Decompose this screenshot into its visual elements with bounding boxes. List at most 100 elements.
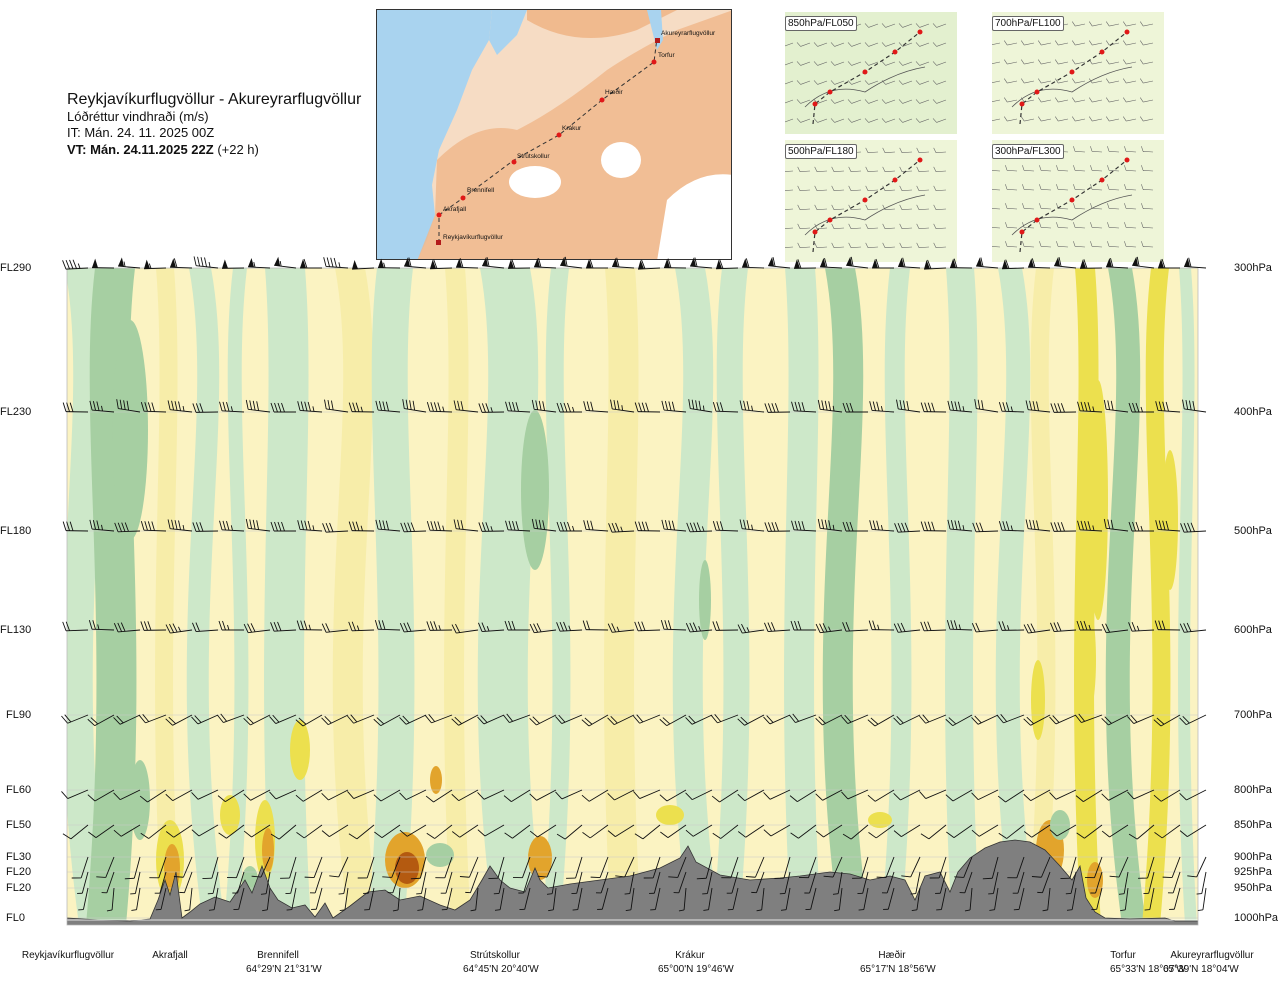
mini-barb	[933, 242, 947, 248]
wind-barb-8-23	[673, 871, 687, 894]
mini-barb	[797, 204, 811, 210]
mini-barb	[881, 61, 896, 66]
wind-cell-5	[1031, 660, 1045, 740]
mini-barb	[831, 223, 845, 229]
wind-barb-2-23	[661, 519, 687, 532]
wind-barb-5-41	[1127, 789, 1155, 800]
mini-barb	[1141, 165, 1154, 172]
mini-barb	[813, 42, 828, 47]
mini-barb	[882, 223, 896, 229]
mini-barb	[1124, 241, 1137, 248]
wind-barb-1-21	[610, 399, 635, 413]
wind-barb-2-17	[505, 520, 531, 532]
wind-barb-7-37	[1031, 856, 1051, 878]
wind-barb-3-26	[737, 623, 765, 634]
wind-barb-1-38	[1050, 403, 1077, 413]
mini-barb	[1107, 203, 1120, 210]
wind-barb-1-13	[402, 399, 427, 413]
mini-barb	[848, 166, 862, 172]
terrain-profile	[67, 839, 1198, 925]
wind-barb-7-13	[410, 856, 427, 880]
mini-route	[812, 31, 921, 125]
mini-barb	[865, 185, 879, 191]
wind-barb-7-28	[798, 856, 817, 879]
mini-barb	[848, 242, 862, 248]
mini-barb	[899, 242, 913, 248]
mini-barb	[830, 42, 845, 47]
wind-barb-1-8	[270, 402, 296, 413]
station-label-1: Akrafjall	[152, 950, 188, 961]
mini-barb	[785, 246, 794, 248]
wind-cell-15	[528, 836, 552, 880]
wind-barb-0-0	[62, 259, 89, 270]
mini-barb	[1124, 203, 1137, 210]
mini-barb	[882, 166, 896, 172]
mini-barb	[932, 23, 947, 28]
wind-barb-0-9	[300, 258, 322, 269]
wind-barb-7-7	[251, 856, 271, 878]
wind-barb-1-24	[688, 399, 713, 413]
wind-band-16	[881, 268, 912, 925]
route-title: Reykjavíkurflugvöllur - Akureyrarflugvöl…	[67, 91, 362, 108]
hpa-label-1: 400hPa	[1234, 406, 1272, 418]
mini-barb	[1090, 146, 1103, 153]
wind-barb-0-14	[429, 259, 453, 270]
wind-barb-7-42	[1162, 856, 1181, 878]
wind-barb-1-32	[896, 399, 921, 413]
title-block: Reykjavíkurflugvöllur - Akureyrarflugvöl…	[67, 90, 361, 158]
wind-barb-0-7	[248, 258, 271, 269]
wind-barb-2-27	[764, 522, 791, 532]
wind-band-17	[945, 268, 980, 925]
wind-barb-8-9	[309, 871, 323, 894]
mini-barb	[1088, 116, 1103, 122]
wind-barb-6-11	[348, 824, 375, 840]
wind-barb-4-35	[971, 714, 999, 725]
hpa-label-0: 300hPa	[1234, 262, 1272, 274]
wind-barb-1-40	[1103, 399, 1129, 413]
wind-barb-9-3	[155, 887, 167, 911]
wind-barb-4-2	[113, 714, 141, 725]
wind-barb-7-9	[304, 856, 323, 878]
mini-barb	[899, 147, 913, 153]
wind-barb-7-41	[1138, 856, 1155, 879]
mini-barb	[1054, 59, 1069, 65]
wind-barb-8-10	[338, 871, 349, 895]
wind-barb-1-4	[167, 400, 193, 413]
mini-barb	[797, 166, 811, 172]
wind-barb-4-29	[815, 714, 843, 726]
hpa-label-10: 1000hPa	[1234, 912, 1279, 924]
wind-barb-8-27	[779, 871, 791, 895]
mini-barb	[992, 118, 1001, 122]
wind-barb-5-40	[1101, 789, 1129, 801]
mini-barb	[814, 185, 828, 191]
wind-barb-9-36	[1013, 887, 1025, 911]
mini-coastline	[804, 194, 926, 236]
wind-barb-6-39	[1076, 824, 1103, 839]
wind-barb-5-35	[971, 789, 999, 801]
wind-band-3	[186, 268, 225, 925]
mini-barb	[1020, 40, 1035, 46]
hpa-label-7: 900hPa	[1234, 851, 1272, 863]
mini-coastline	[804, 66, 926, 108]
wind-barb-8-22	[649, 871, 661, 894]
wind-barb-1-28	[791, 401, 817, 413]
wind-barb-3-12	[374, 620, 401, 631]
mini-barb	[932, 42, 947, 47]
wind-barb-6-15	[451, 824, 479, 838]
mini-barb	[785, 170, 794, 172]
wind-band-10	[542, 268, 571, 925]
fl-label-9: FL20	[6, 882, 32, 894]
wind-barb-0-33	[924, 259, 947, 270]
mini-map-300: 300hPa/FL300	[992, 140, 1164, 262]
wind-barb-9-0	[78, 887, 89, 911]
wind-barb-0-1	[91, 258, 115, 269]
wind-barb-8-1	[101, 871, 115, 894]
wind-cell-19	[430, 766, 442, 794]
wind-barb-3-20	[582, 620, 609, 631]
wind-barb-0-29	[820, 257, 843, 269]
wind-barb-6-16	[477, 824, 505, 837]
map-label-akureyri: Akureyrarflugvöllur	[661, 30, 716, 37]
mini-barb	[796, 99, 811, 104]
wind-cell-0	[112, 320, 148, 540]
wind-barb-4-39	[1075, 713, 1103, 723]
